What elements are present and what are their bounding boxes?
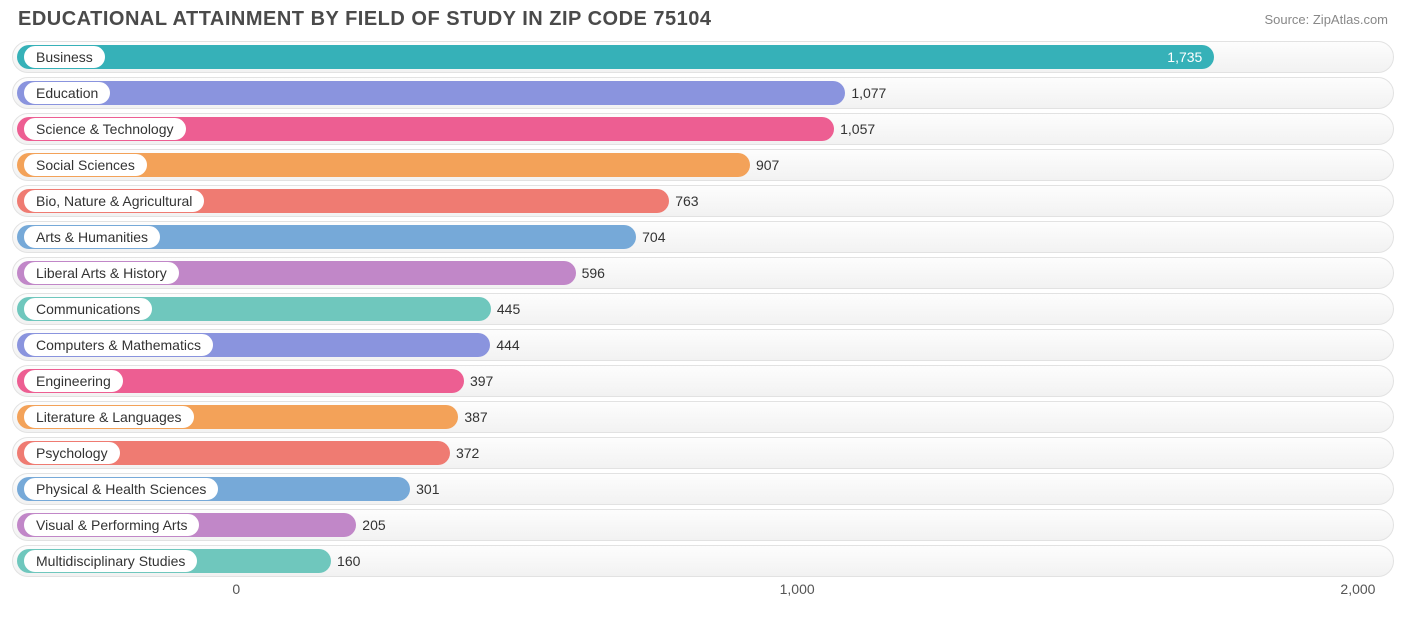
bar-row: Education 1,077 [12, 77, 1394, 109]
x-axis-tick: 1,000 [780, 581, 815, 597]
value-label: 397 [470, 373, 493, 389]
value-label: 445 [497, 301, 520, 317]
bar-row: Engineering 397 [12, 365, 1394, 397]
chart-source: Source: ZipAtlas.com [1264, 8, 1388, 27]
value-label: 704 [642, 229, 665, 245]
bar-row: Visual & Performing Arts 205 [12, 509, 1394, 541]
value-label: 763 [675, 193, 698, 209]
bar-row: Bio, Nature & Agricultural 763 [12, 185, 1394, 217]
category-pill: Liberal Arts & History [23, 261, 180, 285]
bar-row: Physical & Health Sciences 301 [12, 473, 1394, 505]
value-label: 387 [464, 409, 487, 425]
value-label: 160 [337, 553, 360, 569]
category-pill: Multidisciplinary Studies [23, 549, 198, 573]
value-label: 372 [456, 445, 479, 461]
bar-row: Liberal Arts & History 596 [12, 257, 1394, 289]
category-pill: Bio, Nature & Agricultural [23, 189, 205, 213]
category-pill: Visual & Performing Arts [23, 513, 200, 537]
bar-row: Business 1,735 [12, 41, 1394, 73]
bar-row: Social Sciences 907 [12, 149, 1394, 181]
category-pill: Business [23, 45, 106, 69]
category-pill: Arts & Humanities [23, 225, 161, 249]
category-pill: Psychology [23, 441, 121, 465]
category-pill: Engineering [23, 369, 124, 393]
category-pill: Literature & Languages [23, 405, 195, 429]
bar [17, 45, 1214, 69]
bar-row: Multidisciplinary Studies 160 [12, 545, 1394, 577]
value-label: 444 [496, 337, 519, 353]
chart-header: EDUCATIONAL ATTAINMENT BY FIELD OF STUDY… [0, 0, 1406, 31]
x-axis: 0 1,000 2,000 [12, 581, 1394, 611]
bar-row: Communications 445 [12, 293, 1394, 325]
chart-area: Business 1,735 Education 1,077 Science & Tec… [12, 41, 1394, 577]
category-pill: Science & Technology [23, 117, 187, 141]
category-pill: Computers & Mathematics [23, 333, 214, 357]
x-axis-tick: 0 [232, 581, 240, 597]
value-label: 1,077 [851, 85, 886, 101]
category-pill: Social Sciences [23, 153, 148, 177]
value-label: 1,057 [840, 121, 875, 137]
bar [17, 81, 845, 105]
bar-row: Psychology 372 [12, 437, 1394, 469]
chart-title: EDUCATIONAL ATTAINMENT BY FIELD OF STUDY… [18, 8, 712, 31]
value-label: 907 [756, 157, 779, 173]
category-pill: Physical & Health Sciences [23, 477, 219, 501]
value-label: 301 [416, 481, 439, 497]
category-pill: Communications [23, 297, 153, 321]
bar-row: Science & Technology 1,057 [12, 113, 1394, 145]
bar-row: Literature & Languages 387 [12, 401, 1394, 433]
value-label: 1,735 [1167, 49, 1202, 65]
category-pill: Education [23, 81, 111, 105]
value-label: 596 [582, 265, 605, 281]
bar-row: Arts & Humanities 704 [12, 221, 1394, 253]
bar-row: Computers & Mathematics 444 [12, 329, 1394, 361]
value-label: 205 [362, 517, 385, 533]
x-axis-tick: 2,000 [1340, 581, 1375, 597]
